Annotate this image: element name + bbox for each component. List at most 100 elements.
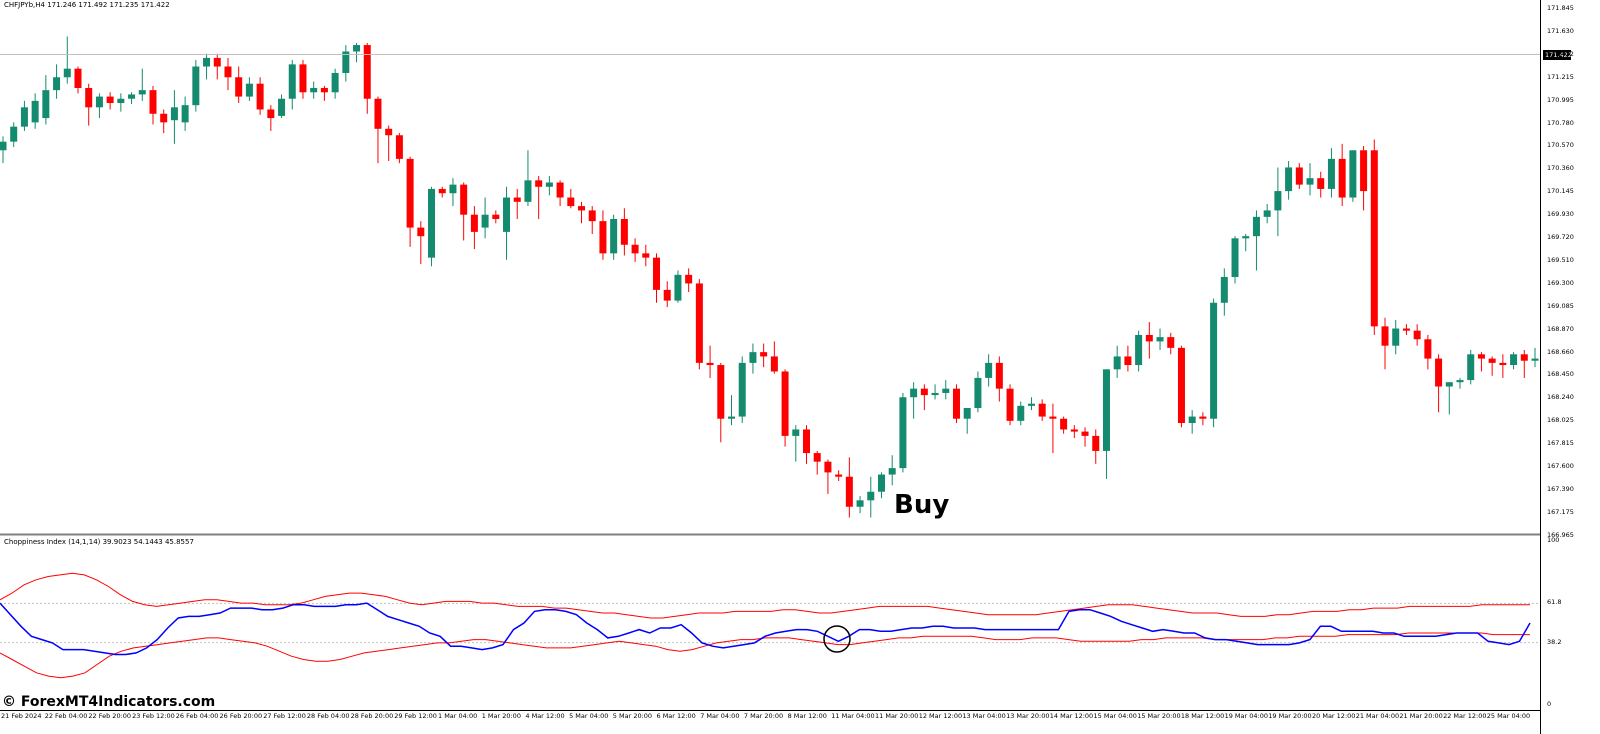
time-tick-label: 19 Mar 20:00 — [1268, 712, 1312, 720]
candle-body — [53, 77, 61, 91]
candle-body — [1263, 210, 1271, 217]
candle-body — [1360, 150, 1368, 192]
candle-body — [1177, 347, 1185, 424]
indicator-tick-label: 0 — [1547, 700, 1552, 708]
time-tick-label: 5 Mar 20:00 — [612, 712, 653, 720]
candle-body — [1317, 178, 1325, 189]
time-tick-label: 29 Feb 12:00 — [394, 712, 437, 720]
time-tick-label: 13 Mar 04:00 — [962, 712, 1006, 720]
candle-body — [1285, 167, 1293, 192]
time-tick-label: 13 Mar 20:00 — [1006, 712, 1050, 720]
time-tick-label: 6 Mar 12:00 — [656, 712, 696, 720]
candle-body — [1113, 356, 1121, 370]
indicator-tick-label: 38.2 — [1547, 638, 1562, 646]
time-tick-label: 25 Mar 04:00 — [1486, 712, 1531, 720]
price-tick-label: 168.870 — [1547, 324, 1574, 333]
price-tick-label: 171.630 — [1547, 26, 1574, 35]
price-tick-label: 168.025 — [1547, 416, 1574, 425]
candle-body — [824, 461, 832, 473]
candle-body — [181, 105, 189, 123]
candle-body — [792, 429, 800, 436]
candle-body — [1252, 216, 1260, 237]
candle-body — [620, 218, 628, 245]
candle-body — [1188, 416, 1196, 424]
candle-body — [1231, 238, 1239, 277]
candle-body — [888, 468, 896, 475]
candle-body — [749, 352, 757, 363]
time-tick-label: 28 Feb 20:00 — [350, 712, 394, 720]
candle-body — [545, 182, 553, 187]
candle-body — [0, 141, 7, 151]
candle-body — [845, 476, 853, 507]
candle-body — [10, 126, 18, 142]
candle-body — [170, 107, 178, 121]
time-tick-label: 19 Mar 04:00 — [1224, 712, 1268, 720]
candle-body — [203, 57, 211, 67]
candle-body — [738, 362, 746, 417]
candle-body — [1081, 431, 1089, 436]
price-tick-label: 169.300 — [1547, 278, 1574, 287]
time-tick-label: 21 Mar 20:00 — [1399, 712, 1443, 720]
candle-body — [1499, 362, 1507, 366]
candle-body — [42, 90, 50, 119]
time-tick-label: 12 Mar 12:00 — [918, 712, 963, 720]
candle-body — [1413, 330, 1421, 340]
candle-body — [117, 98, 125, 104]
time-tick-label: 7 Mar 20:00 — [743, 712, 784, 720]
price-tick-label: 167.175 — [1547, 507, 1574, 516]
candle-body — [1392, 328, 1400, 346]
candle-body — [1295, 167, 1303, 185]
candle-body — [470, 214, 478, 232]
indicator-tick-label: 100 — [1547, 536, 1560, 544]
candle-body — [1167, 337, 1175, 348]
candle-body — [1210, 302, 1218, 419]
price-tick-label: 168.660 — [1547, 347, 1574, 356]
candle-body — [1006, 388, 1014, 421]
candle-body — [813, 453, 821, 462]
time-tick-label: 11 Mar 04:00 — [831, 712, 875, 720]
candle-body — [770, 356, 778, 372]
candle-body — [267, 109, 275, 119]
price-tick-label: 171.215 — [1547, 72, 1574, 81]
candle-body — [353, 45, 361, 52]
candle-body — [1124, 356, 1132, 366]
watermark: © ForexMT4Indicators.com — [2, 694, 216, 710]
time-tick-label: 5 Mar 04:00 — [569, 712, 609, 720]
candle-body — [85, 87, 93, 108]
candle-body — [299, 64, 307, 93]
candle-body — [877, 474, 885, 492]
candles-layer — [0, 36, 1539, 518]
candle-body — [1456, 380, 1464, 383]
candle-body — [1038, 403, 1046, 417]
candle-body — [760, 352, 768, 357]
candle-body — [1531, 358, 1539, 361]
candle-body — [781, 371, 789, 436]
time-tick-label: 26 Feb 20:00 — [219, 712, 263, 720]
candle-body — [556, 182, 564, 198]
candle-body — [867, 491, 875, 501]
candle-body — [899, 397, 907, 469]
time-tick-label: 21 Mar 04:00 — [1355, 712, 1400, 720]
time-tick-label: 22 Feb 20:00 — [88, 712, 132, 720]
candle-body — [1027, 403, 1035, 406]
time-tick-label: 21 Feb 2024 — [1, 712, 42, 720]
candle-body — [1092, 435, 1100, 451]
candle-body — [235, 77, 243, 97]
candle-body — [106, 96, 114, 104]
candle-body — [417, 227, 425, 237]
indicator-header: Choppiness Index (14,1,14) 39.9023 54.14… — [4, 538, 194, 546]
candle-body — [1220, 276, 1228, 303]
candle-body — [952, 388, 960, 419]
candle-body — [631, 244, 639, 254]
price-tick-label: 170.570 — [1547, 141, 1574, 150]
candle-body — [138, 90, 146, 95]
candle-body — [492, 214, 500, 219]
time-tick-label: 27 Feb 12:00 — [263, 712, 306, 720]
candle-body — [1381, 326, 1389, 346]
candle-body — [1070, 429, 1078, 432]
candle-body — [985, 362, 993, 378]
time-tick-label: 14 Mar 12:00 — [1049, 712, 1094, 720]
candle-body — [406, 158, 414, 228]
